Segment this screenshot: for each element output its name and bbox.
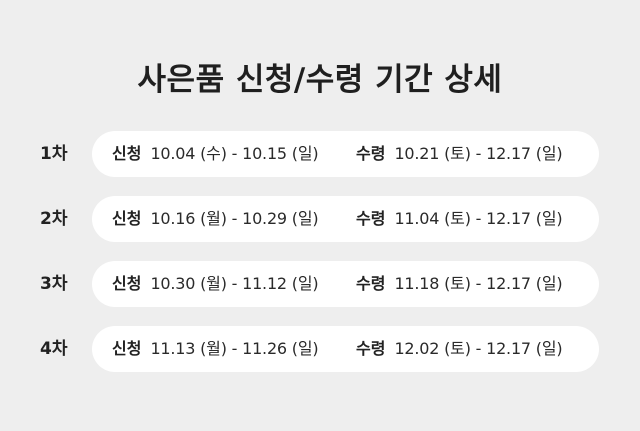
receive-period: 수령 10.21 (토) - 12.17 (일) — [356, 131, 563, 177]
round-row-1: 1차 신청 10.04 (수) - 10.15 (일) 수령 10.21 (토) -… — [0, 131, 640, 177]
period-pill: 신청 10.04 (수) - 10.15 (일) 수령 10.21 (토) - 12… — [92, 131, 599, 177]
apply-dates: 11.13 (월) - 11.26 (일) — [150, 339, 319, 358]
apply-label: 신청 — [112, 274, 142, 293]
apply-label: 신청 — [112, 144, 142, 163]
receive-period: 수령 11.04 (토) - 12.17 (일) — [356, 196, 563, 242]
round-row-3: 3차 신청 10.30 (월) - 11.12 (일) 수령 11.18 (토) -… — [0, 261, 640, 307]
apply-dates: 10.16 (월) - 10.29 (일) — [150, 209, 319, 228]
apply-period: 신청 10.30 (월) - 11.12 (일) — [112, 261, 319, 307]
period-pill: 신청 11.13 (월) - 11.26 (일) 수령 12.02 (토) - 12… — [92, 326, 599, 372]
apply-dates: 10.30 (월) - 11.12 (일) — [150, 274, 319, 293]
round-label: 2차 — [40, 209, 68, 229]
apply-label: 신청 — [112, 209, 142, 228]
period-pill: 신청 10.16 (월) - 10.29 (일) 수령 11.04 (토) - 12… — [92, 196, 599, 242]
receive-label: 수령 — [356, 209, 386, 228]
round-label: 3차 — [40, 274, 68, 294]
round-row-4: 4차 신청 11.13 (월) - 11.26 (일) 수령 12.02 (토) -… — [0, 326, 640, 372]
round-label: 4차 — [40, 339, 68, 359]
receive-period: 수령 12.02 (토) - 12.17 (일) — [356, 326, 563, 372]
receive-period: 수령 11.18 (토) - 12.17 (일) — [356, 261, 563, 307]
receive-label: 수령 — [356, 274, 386, 293]
round-row-2: 2차 신청 10.16 (월) - 10.29 (일) 수령 11.04 (토) -… — [0, 196, 640, 242]
period-pill: 신청 10.30 (월) - 11.12 (일) 수령 11.18 (토) - 12… — [92, 261, 599, 307]
receive-dates: 11.04 (토) - 12.17 (일) — [394, 209, 563, 228]
apply-period: 신청 10.16 (월) - 10.29 (일) — [112, 196, 319, 242]
receive-dates: 11.18 (토) - 12.17 (일) — [394, 274, 563, 293]
page-title: 사은품 신청/수령 기간 상세 — [137, 62, 503, 98]
receive-dates: 12.02 (토) - 12.17 (일) — [394, 339, 563, 358]
round-label: 1차 — [40, 144, 68, 164]
apply-dates: 10.04 (수) - 10.15 (일) — [150, 144, 319, 163]
apply-label: 신청 — [112, 339, 142, 358]
receive-label: 수령 — [356, 339, 386, 358]
apply-period: 신청 10.04 (수) - 10.15 (일) — [112, 131, 319, 177]
receive-dates: 10.21 (토) - 12.17 (일) — [394, 144, 563, 163]
receive-label: 수령 — [356, 144, 386, 163]
apply-period: 신청 11.13 (월) - 11.26 (일) — [112, 326, 319, 372]
